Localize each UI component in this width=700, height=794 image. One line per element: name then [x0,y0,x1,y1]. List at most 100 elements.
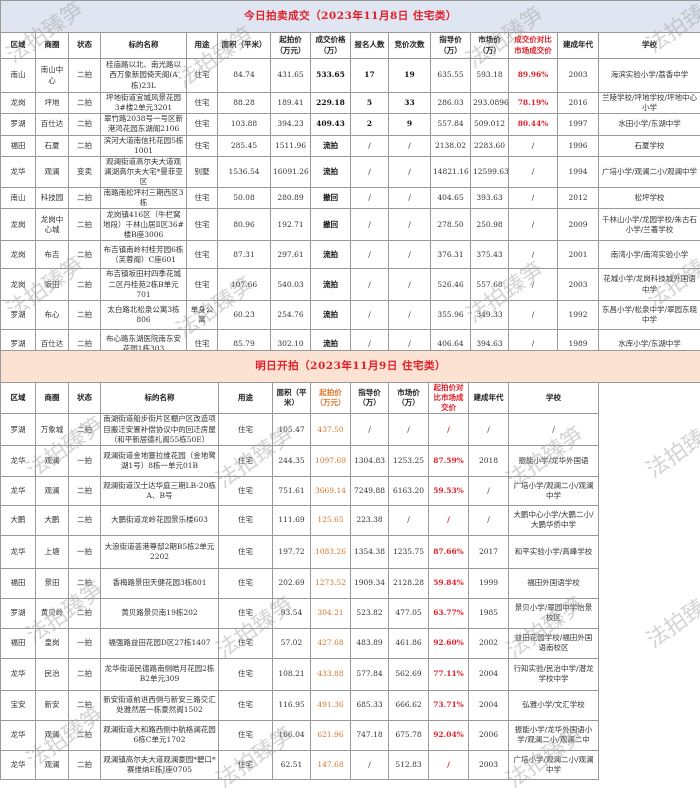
cell-property-name: 布吉镇南岭村桂芳园6栋（芙蓉阁）C座601 [101,241,187,269]
cell-deal-ratio: / [509,188,558,209]
cell-market-price: / [389,505,429,535]
cell-market-price: 557.68 [471,269,509,300]
cell-area: 202.69 [273,568,311,598]
cell-status: 二拍 [69,476,101,505]
cell-property-name: 翠竹路2038号一号区新港鸿花园东湖阁2106 [101,114,187,135]
cell-start-ratio: 87.66% [429,535,469,568]
cell-district: 龙岗 [1,209,36,241]
cell-start-price: 491.36 [311,690,351,720]
cell-registrants: 2 [351,114,389,135]
cell-start-price: 192.71 [271,209,311,241]
cell-build-year: 2017 [469,535,509,568]
cell-start-price: 189.41 [271,93,311,114]
cell-market-price: 1235.75 [389,535,429,568]
header-school[interactable]: 学校 [599,33,700,59]
today-header-row: 区域商圈状态标的名称用途面积（平米）起拍价（万元）成交价格（万）报名人数竞价次数… [1,33,700,59]
cell-build-year: 1999 [469,568,509,598]
cell-status: 二拍 [69,59,101,93]
cell-district: 龙华 [1,156,36,187]
cell-district: 龙华 [1,476,36,505]
cell-deal-price: 流拍 [311,269,351,300]
cell-usage: 住宅 [219,628,273,658]
header-registrants[interactable]: 报名人数 [351,33,389,59]
cell-business-area: 上塘 [36,535,69,568]
cell-school: / [509,414,599,445]
cell-registrants: 5 [351,93,389,114]
cell-business-area: 观澜 [36,476,69,505]
header-status[interactable]: 状态 [69,33,101,59]
header-usage[interactable]: 用途 [187,33,218,59]
cell-deal-price: 流拍 [311,300,351,329]
cell-school: 石厦学校 [599,135,700,156]
cell-market-price: 250.98 [471,209,509,241]
cell-usage: 住宅 [187,188,218,209]
header-business-area[interactable]: 商圈 [36,33,69,59]
header-bid-count[interactable]: 竞价次数 [389,33,431,59]
cell-school: 松坪学校 [599,188,700,209]
cell-guide-price: 685.33 [351,690,389,720]
cell-usage: 住宅 [219,445,273,476]
header-property-name[interactable]: 标的名称 [101,33,187,59]
header-area: 面积（平米） [273,383,311,414]
cell-deal-price: 流拍 [311,156,351,187]
cell-usage: 住宅 [187,93,218,114]
cell-area: 107.66 [218,269,271,300]
cell-status: 一拍 [69,535,101,568]
cell-bid-count: 19 [389,59,431,93]
cell-district: 宝安 [1,690,36,720]
header-build-year[interactable]: 建成年代 [558,33,599,59]
cell-property-name: 大鹏街道龙岭花园景乐楼603 [101,505,219,535]
header-market-price[interactable]: 市场价（万） [471,33,509,59]
cell-district: 罗湖 [1,114,36,135]
cell-guide-price: 278.50 [431,209,471,241]
cell-market-price: 2128.28 [389,568,429,598]
cell-bid-count: / [389,188,431,209]
cell-usage: 住宅 [219,476,273,505]
cell-school: 广培小学/观澜二小/观澜中学 [509,476,599,505]
cell-start-price: 1083.26 [311,535,351,568]
cell-business-area: 布心 [36,300,69,329]
cell-property-name: 观澜街道高尔夫大道观澜湖高尔夫大宅*曼菲亚区 [101,156,187,187]
cell-district: 龙华 [1,445,36,476]
cell-district: 罗湖 [1,300,36,329]
cell-build-year: / [469,505,509,535]
cell-business-area: 景田 [36,568,69,598]
cell-business-area: 万象城 [36,414,69,445]
cell-deal-price: 撤回 [311,188,351,209]
cell-start-price: 621.96 [311,720,351,750]
cell-school: 千林山小学/龙园学校/朱古石小学/兰著学校 [599,209,700,241]
cell-business-area: 南山中心 [36,59,69,93]
cell-guide-price: 2138.02 [431,135,471,156]
cell-area: 751.61 [273,476,311,505]
cell-usage: 住宅 [187,135,218,156]
cell-build-year: 1992 [558,300,599,329]
cell-build-year: 2012 [558,188,599,209]
header-guide-price[interactable]: 指导价（万） [431,33,471,59]
cell-market-price: 12599.63 [471,156,509,187]
cell-guide-price: 355.96 [431,300,471,329]
cell-business-area: 观澜 [36,445,69,476]
cell-start-price: 125.65 [311,505,351,535]
header-start-price[interactable]: 起拍价（万元） [271,33,311,59]
cell-market-price: 375.43 [471,241,509,269]
cell-start-price: 1097.69 [311,445,351,476]
cell-guide-price: 1909.34 [351,568,389,598]
table-row: 罗湖万象城二拍南湖街道船步街片区棚户区改造项目搬迁安置补偿协议中的回迁房屋（和平… [1,414,700,445]
cell-usage: 住宅 [219,535,273,568]
cell-property-name: 观澜镇高尔夫大道观澜豪园*碧口*赛维纳E栋J座0705 [101,750,219,779]
cell-usage: 住宅 [219,750,273,779]
header-deal-price[interactable]: 成交价格（万） [311,33,351,59]
cell-usage: 住宅 [187,241,218,269]
cell-guide-price: 526.46 [431,269,471,300]
cell-market-price: 593.18 [471,59,509,93]
header-area[interactable]: 面积（平米） [218,33,271,59]
cell-area: 84.74 [218,59,271,93]
header-district[interactable]: 区域 [1,33,36,59]
cell-guide-price: 286.03 [431,93,471,114]
cell-property-name: 观澜街道大和路西侧中航格澜花园6栋C单元1702 [101,720,219,750]
header-deal-ratio[interactable]: 成交价对比市场成交价 [509,33,558,59]
cell-build-year: 2004 [469,690,509,720]
